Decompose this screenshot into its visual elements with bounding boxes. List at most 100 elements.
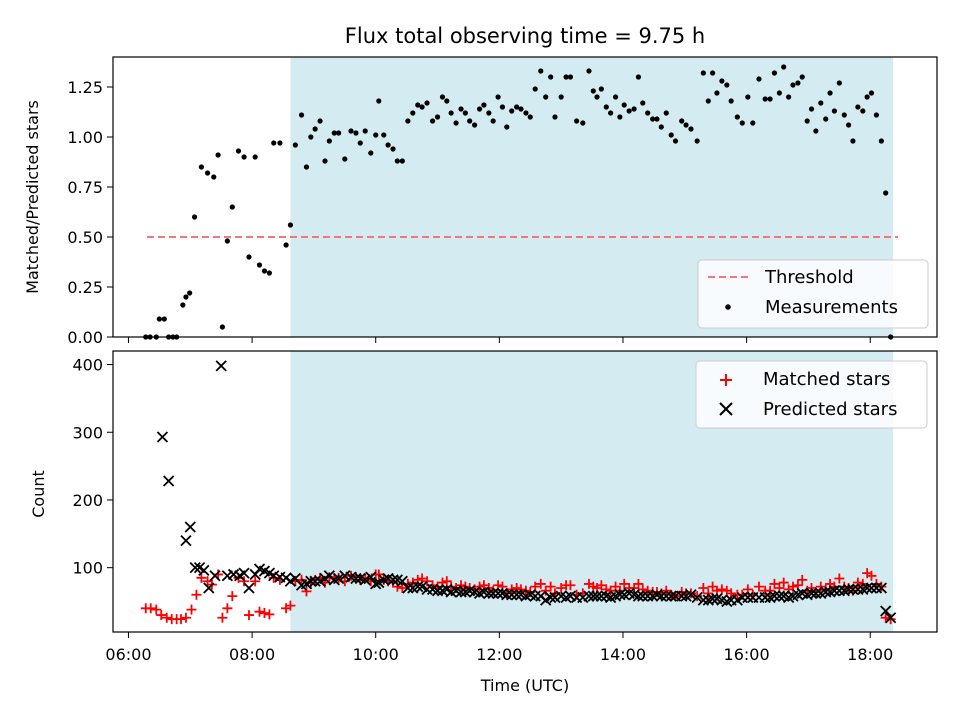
count-legend: Matched stars Predicted stars [695, 360, 928, 429]
matched-star-point [753, 581, 764, 592]
measurement-point [705, 98, 711, 104]
predicted-star-point [370, 578, 382, 590]
measurement-point [631, 106, 637, 112]
legend-matched-label: Matched stars [763, 369, 890, 390]
predicted-star-point [455, 586, 467, 598]
measurement-point [719, 78, 725, 84]
measurement-point [645, 110, 651, 116]
predicted-star-point [203, 582, 215, 594]
measurement-point [229, 204, 235, 210]
measurement-point [663, 110, 669, 116]
predicted-star-point [359, 574, 371, 586]
predicted-star-point [870, 582, 883, 594]
measurement-point [795, 80, 801, 86]
predicted-star-point [847, 583, 859, 595]
predicted-star-point [685, 589, 697, 601]
predicted-star-point [833, 585, 845, 597]
measurement-point [326, 138, 332, 144]
predicted-star-point [595, 590, 607, 602]
matched-star-point [222, 603, 233, 614]
measurement-point [224, 238, 230, 244]
measurement-point [543, 94, 549, 100]
predicted-star-point [665, 590, 677, 602]
matched-star-point [156, 610, 167, 621]
measurement-point [191, 214, 198, 220]
measurement-point [342, 156, 348, 162]
measurement-point [883, 190, 889, 196]
measurement-point [399, 158, 405, 164]
measurement-point [598, 86, 604, 92]
measurement-point [444, 98, 450, 104]
measurement-point [873, 112, 880, 118]
matched-star-point [161, 612, 172, 623]
measurement-point [855, 104, 861, 110]
measurement-point [215, 152, 221, 158]
predicted-star-point [660, 590, 672, 602]
measurement-point [650, 116, 656, 122]
matched-star-point [866, 570, 877, 581]
measurement-point [586, 68, 592, 74]
predicted-star-point [852, 583, 864, 595]
measurement-point [261, 268, 268, 274]
count-legend-box [695, 360, 928, 429]
ratio-y-tick-label: 0.50 [67, 228, 103, 247]
measurement-point [617, 114, 623, 120]
predicted-star-point [820, 586, 832, 598]
measurement-point [362, 128, 368, 134]
matched-star-point [633, 578, 644, 589]
ratio-legend: Threshold Measurements [697, 259, 929, 329]
measurement-point [448, 110, 454, 116]
measurement-point [283, 242, 289, 248]
matched-star-point [180, 612, 191, 623]
x-tick-label: 10:00 [353, 645, 399, 664]
matched-star-point [175, 614, 186, 625]
predicted-star-point [655, 590, 667, 602]
measurement-point [574, 118, 580, 124]
predicted-star-point [209, 570, 221, 582]
legend-measurements-label: Measurements [765, 297, 898, 318]
measurement-point [415, 102, 421, 108]
measurement-point [373, 132, 379, 138]
x-tick-label: 14:00 [600, 645, 646, 664]
measurement-point [558, 94, 564, 100]
measurement-point [771, 70, 778, 76]
measurement-point [836, 80, 842, 86]
measurement-point [750, 120, 756, 126]
predicted-star-point [768, 590, 781, 602]
measurement-point [813, 128, 819, 134]
predicted-star-point [828, 585, 841, 597]
measurement-point [714, 90, 720, 96]
measurement-point [724, 82, 730, 88]
measurement-point [683, 122, 689, 128]
measurement-point [831, 108, 837, 114]
measurement-point [439, 94, 446, 100]
measurement-point [635, 74, 642, 80]
x-axis-label: Time (UTC) [480, 676, 569, 695]
x-tick-label: 06:00 [105, 645, 151, 664]
predicted-star-point [180, 534, 192, 547]
measurement-point [385, 142, 391, 148]
predicted-star-point [501, 589, 513, 601]
predicted-star-point [706, 593, 719, 605]
measurement-point [317, 118, 323, 124]
measurement-point [204, 170, 211, 176]
measurement-point [434, 114, 441, 120]
measurement-point [156, 316, 162, 322]
predicted-star-point [483, 587, 495, 600]
measurement-point [331, 130, 337, 136]
predicted-star-point [880, 605, 892, 617]
measurement-point [308, 134, 314, 140]
measurement-point [390, 146, 396, 152]
predicted-star-point [865, 582, 878, 594]
measurement-point [846, 122, 852, 128]
matched-star-point [301, 586, 312, 597]
matched-star-point [698, 582, 709, 593]
measurement-point [266, 270, 272, 276]
legend-threshold-label: Threshold [764, 267, 854, 288]
measurement-point [679, 118, 685, 124]
measurement-point [728, 98, 734, 104]
measurement-point [246, 254, 252, 260]
matched-star-point [778, 577, 789, 588]
predicted-star-point [506, 589, 518, 601]
predicted-star-point [637, 590, 649, 602]
